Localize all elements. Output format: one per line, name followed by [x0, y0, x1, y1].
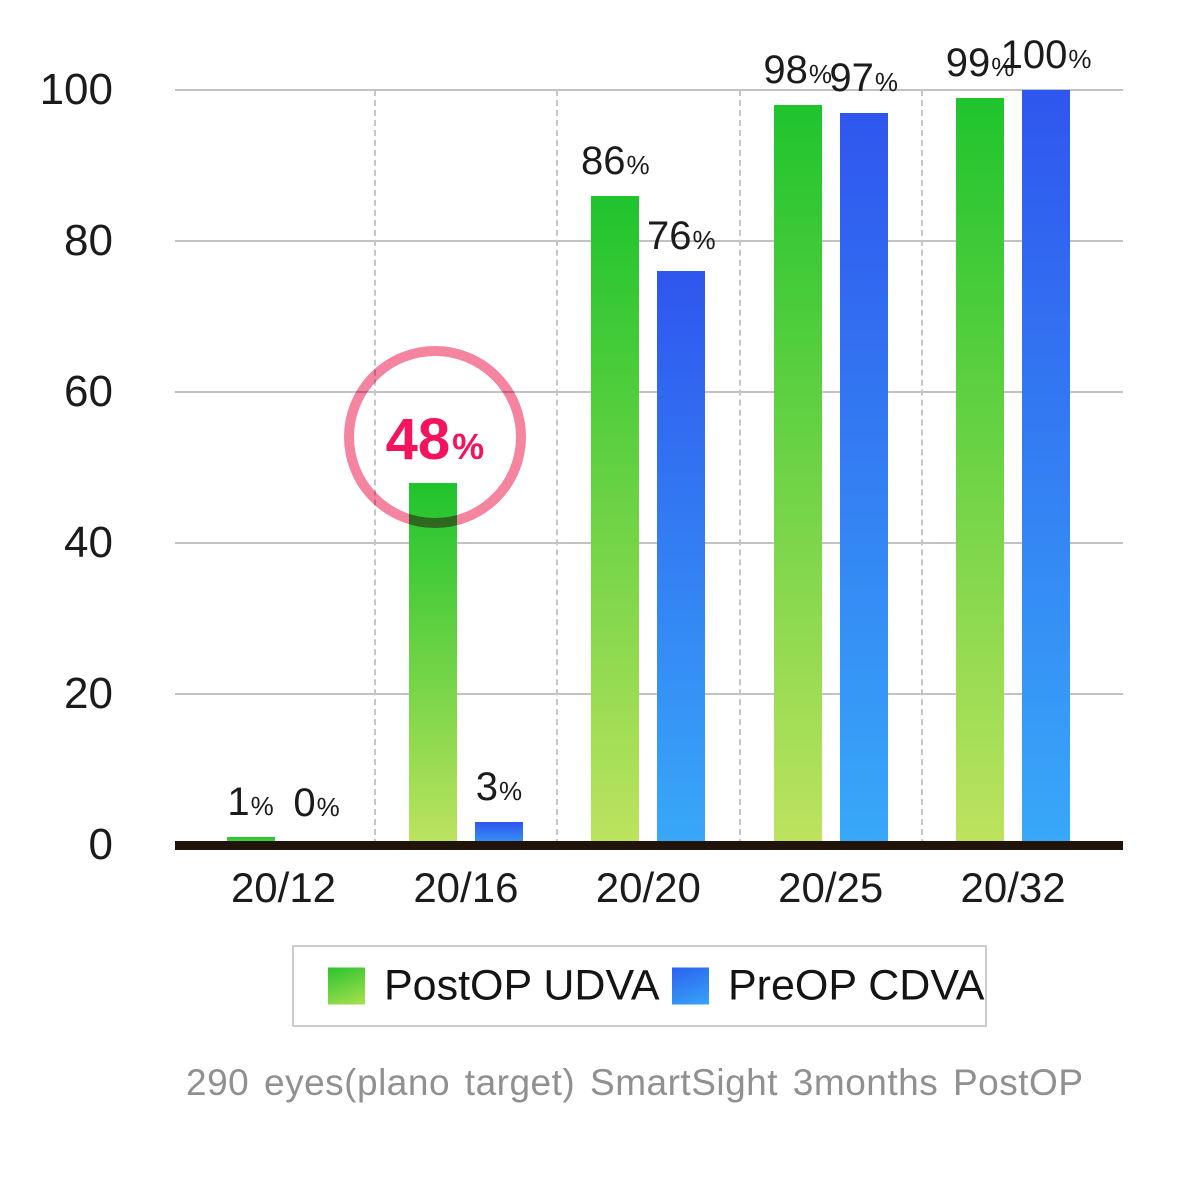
legend-label-preop-cdva: PreOP CDVA [728, 961, 985, 1010]
value-label: 86% [580, 138, 650, 183]
category-separator-dashed-line [738, 90, 741, 845]
value-label: 76% [646, 214, 716, 259]
highlight-circle [343, 345, 526, 528]
x-tick-label-20-32: 20/32 [960, 864, 1066, 911]
bar-postop-udva-20-16 [408, 482, 457, 850]
value-label: 97% [829, 55, 898, 100]
bar-postop-udva-20-20 [591, 195, 640, 850]
y-tick-label-0: 0 [88, 820, 113, 869]
y-tick-label-80: 80 [64, 216, 113, 265]
category-separator-dashed-line [920, 90, 923, 845]
legend-label-postop-udva: PostOP UDVA [384, 961, 660, 1010]
value-label: 1% [227, 780, 274, 825]
chart-caption: 290 eyes(plano target) SmartSight 3month… [186, 1062, 1084, 1103]
gridline-y-100 [175, 89, 1123, 91]
gridline-y-40 [175, 542, 1123, 544]
y-tick-label-40: 40 [64, 518, 113, 567]
gridline-y-80 [175, 240, 1123, 242]
value-label: 100% [1000, 33, 1092, 77]
value-label: 3% [475, 765, 523, 810]
bar-preop-cdva-20-20 [657, 271, 706, 850]
y-tick-label-100: 100 [39, 65, 113, 114]
category-separator-dashed-line [556, 90, 559, 845]
x-tick-label-20-16: 20/16 [413, 864, 519, 911]
y-tick-label-20: 20 [64, 669, 113, 718]
value-label: 0% [293, 780, 340, 825]
value-label: 99% [945, 40, 1015, 85]
bar-postop-udva-20-32 [956, 97, 1005, 850]
bar-preop-cdva-20-32 [1022, 90, 1071, 850]
gridline-y-60 [175, 391, 1123, 393]
gridline-y-20 [175, 693, 1123, 695]
highlight-value-label: 48% [385, 406, 485, 472]
x-tick-label-20-20: 20/20 [595, 864, 701, 911]
x-axis-baseline [175, 841, 1123, 850]
legend-swatch-postop-udva-icon [328, 967, 365, 1005]
legend-swatch-preop-cdva-icon [672, 967, 709, 1005]
y-tick-label-60: 60 [64, 367, 113, 416]
x-tick-label-20-25: 20/25 [778, 864, 884, 911]
bar-preop-cdva-20-25 [839, 112, 888, 850]
bar-postop-udva-20-25 [773, 105, 822, 850]
x-tick-label-20-12: 20/12 [230, 864, 337, 911]
value-label: 98% [763, 48, 832, 93]
legend: PostOP UDVA PreOP CDVA [292, 945, 987, 1027]
